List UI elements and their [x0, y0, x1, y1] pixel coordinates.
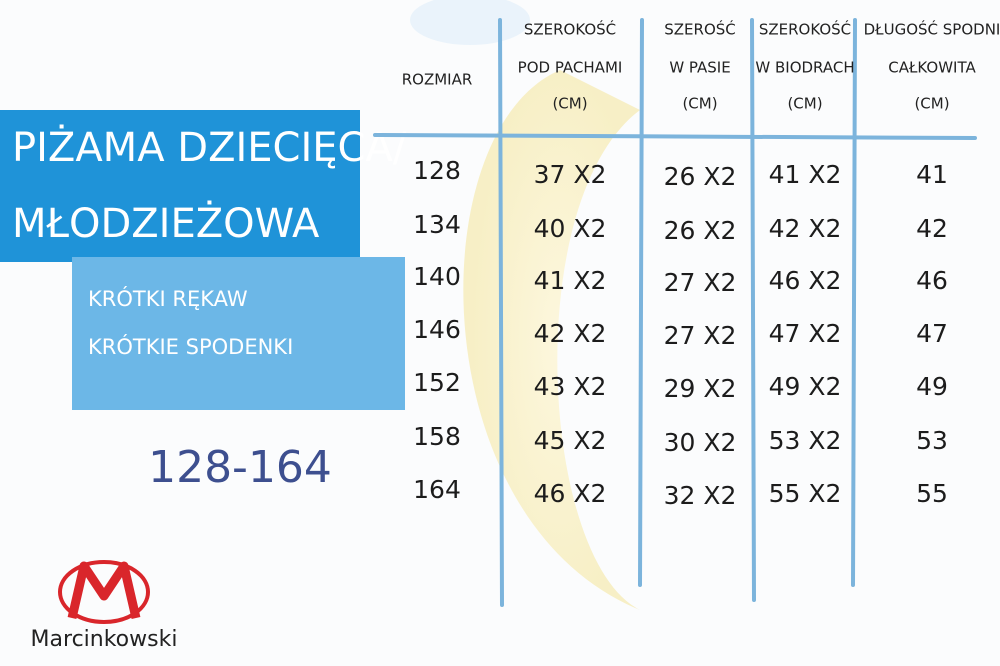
- measure-cell: 42: [916, 214, 948, 243]
- measure-cell: 47: [916, 319, 948, 348]
- measure-cell: 26 X2: [664, 162, 737, 191]
- column-header: SZEROKOŚĆ: [524, 20, 616, 39]
- measure-cell: 53: [916, 426, 948, 455]
- column-header: (CM): [787, 95, 822, 113]
- measure-cell: 27 X2: [664, 321, 737, 350]
- measure-cell: 32 X2: [664, 481, 737, 510]
- table-lines: [373, 18, 977, 607]
- column-rule: [498, 18, 504, 607]
- column-header: (CM): [682, 95, 717, 113]
- measure-cell: 40 X2: [534, 214, 607, 243]
- column-header: DŁUGOŚĆ SPODNI: [864, 20, 1000, 39]
- measure-cell: 46 X2: [534, 479, 607, 508]
- measure-cell: 55 X2: [769, 479, 842, 508]
- measure-cell: 42 X2: [769, 214, 842, 243]
- logo-ring: [58, 560, 150, 624]
- column-header: POD PACHAMI: [518, 59, 623, 77]
- title-box: [0, 110, 360, 262]
- size-cell: 140: [413, 262, 461, 291]
- moon-decoration: [463, 70, 640, 610]
- measure-cell: 55: [916, 479, 948, 508]
- column-header: SZEROŚĆ: [664, 20, 736, 39]
- brand-name: Marcinkowski: [31, 627, 178, 652]
- size-range: 128-164: [148, 442, 332, 493]
- subtitle-line: KRÓTKI RĘKAW: [88, 286, 248, 311]
- column-header: (CM): [552, 95, 587, 113]
- size-cell: 152: [413, 368, 461, 397]
- measure-cell: 53 X2: [769, 426, 842, 455]
- column-header: SZEROKOŚĆ: [759, 20, 851, 39]
- measure-cell: 45 X2: [534, 426, 607, 455]
- column-header: CAŁKOWITA: [888, 59, 976, 77]
- size-cell: 164: [413, 475, 461, 504]
- measure-cell: 47 X2: [769, 319, 842, 348]
- measure-cell: 46 X2: [769, 266, 842, 295]
- column-header: W BIODRACH: [755, 59, 854, 77]
- measure-cell: 41 X2: [769, 160, 842, 189]
- column-rule: [851, 18, 857, 587]
- title-line: MŁODZIEŻOWA: [12, 199, 320, 247]
- column-header: (CM): [914, 95, 949, 113]
- size-cell: 134: [413, 210, 461, 239]
- size-cell: 146: [413, 315, 461, 344]
- measure-cell: 41: [916, 160, 948, 189]
- measure-cell: 42 X2: [534, 319, 607, 348]
- measure-cell: 49 X2: [769, 372, 842, 401]
- measure-cell: 26 X2: [664, 216, 737, 245]
- measure-cell: 29 X2: [664, 374, 737, 403]
- measure-cell: 30 X2: [664, 428, 737, 457]
- subtitle-box: [72, 257, 405, 410]
- column-rule: [638, 18, 644, 587]
- column-header: W PASIE: [669, 59, 730, 77]
- measure-cell: 27 X2: [664, 268, 737, 297]
- column-rule: [750, 18, 756, 602]
- cloud-decoration: [410, 0, 530, 45]
- size-cell: 128: [413, 156, 461, 185]
- measure-cell: 43 X2: [534, 372, 607, 401]
- size-cell: 158: [413, 422, 461, 451]
- measure-cell: 41 X2: [534, 266, 607, 295]
- title-line: PIŻAMA DZIECIĘCA/: [12, 123, 407, 171]
- measure-cell: 49: [916, 372, 948, 401]
- column-header: ROZMIAR: [402, 71, 473, 89]
- measure-cell: 46: [916, 266, 948, 295]
- logo-mark: [67, 561, 141, 620]
- measure-cell: 37 X2: [534, 160, 607, 189]
- subtitle-line: KRÓTKIE SPODENKI: [88, 334, 293, 359]
- header-rule: [373, 133, 977, 140]
